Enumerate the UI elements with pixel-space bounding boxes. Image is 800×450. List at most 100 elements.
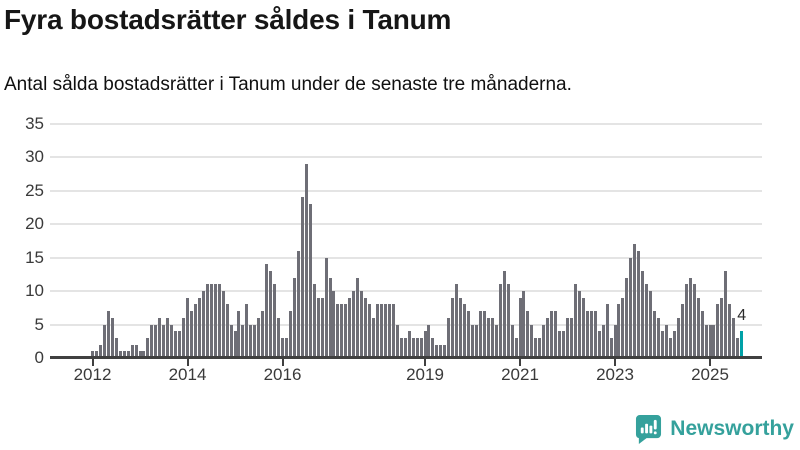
bar <box>700 311 704 358</box>
bar <box>664 324 668 358</box>
bar <box>601 324 605 358</box>
gridline <box>50 122 762 125</box>
bar <box>134 344 138 358</box>
highlight-bar <box>740 331 744 358</box>
bar <box>688 277 692 358</box>
bar <box>435 344 439 358</box>
bar <box>585 311 589 358</box>
y-axis-label: 35 <box>25 113 44 133</box>
x-axis-label: 2016 <box>263 365 302 384</box>
bar <box>308 203 312 358</box>
bar <box>478 311 482 358</box>
bar <box>209 284 213 358</box>
bar <box>368 304 372 358</box>
bar <box>494 324 498 358</box>
bar <box>447 317 451 358</box>
gridline <box>50 323 762 326</box>
bar <box>288 311 292 358</box>
newsworthy-bubble-icon <box>635 414 662 444</box>
bar <box>316 297 320 358</box>
bar <box>573 284 577 358</box>
bar <box>150 324 154 358</box>
x-axis-tick <box>424 356 426 366</box>
bar <box>629 257 633 358</box>
bar <box>605 304 609 358</box>
bar <box>324 257 328 358</box>
bar <box>724 270 728 358</box>
bar <box>170 324 174 358</box>
bar <box>178 331 182 358</box>
bar <box>550 311 554 358</box>
bar <box>443 344 447 358</box>
bar <box>431 337 435 358</box>
bar <box>566 317 569 358</box>
bar <box>455 284 459 358</box>
bar <box>514 337 518 358</box>
bar <box>589 311 593 358</box>
bar <box>225 304 229 358</box>
y-axis-label: 30 <box>25 147 44 166</box>
bar <box>197 297 201 358</box>
x-axis-tick <box>281 356 284 366</box>
newsworthy-logo: Newsworthy <box>635 412 794 446</box>
bar <box>387 304 391 358</box>
bar <box>320 297 324 358</box>
bar <box>193 304 197 358</box>
bar <box>253 324 257 358</box>
bar <box>395 324 399 358</box>
bar <box>281 337 284 358</box>
bar <box>391 304 395 358</box>
bar <box>467 311 471 358</box>
bar <box>245 304 249 358</box>
page-title: Fyra bostadsrätter såldes i Tanum <box>4 4 452 35</box>
bar <box>672 331 676 358</box>
bar <box>205 284 209 358</box>
bar <box>637 250 641 358</box>
bar <box>383 304 387 358</box>
bar <box>708 324 712 358</box>
bar <box>518 297 522 358</box>
bar <box>217 284 221 358</box>
bar <box>451 297 455 358</box>
bar <box>229 324 233 358</box>
bar <box>676 317 680 358</box>
bar <box>273 284 277 358</box>
bar <box>376 304 379 358</box>
y-axis-label: 0 <box>34 348 44 367</box>
bar <box>213 284 217 358</box>
bar <box>633 244 637 358</box>
bar <box>423 331 427 358</box>
bar <box>257 317 261 358</box>
gridline <box>50 290 762 292</box>
bar <box>340 304 344 358</box>
bar <box>352 291 356 358</box>
gridline <box>50 189 762 192</box>
x-axis-line <box>50 356 762 359</box>
bar <box>562 331 566 358</box>
bar <box>332 291 336 358</box>
bar <box>122 351 126 358</box>
x-axis-tick <box>519 356 521 366</box>
x-axis-label: 2025 <box>691 365 729 384</box>
bar <box>696 297 700 358</box>
chart-subtitle: Antal sålda bostadsrätter i Tanum under … <box>4 74 572 95</box>
bar <box>471 324 474 358</box>
bar <box>399 337 403 358</box>
bar <box>704 324 708 358</box>
bar <box>474 324 478 358</box>
bar <box>581 297 585 358</box>
bar <box>186 297 189 358</box>
bar <box>680 304 684 358</box>
bar <box>221 291 225 358</box>
bar <box>526 311 530 358</box>
x-axis-label: 2023 <box>596 365 634 384</box>
bar <box>356 277 360 358</box>
bar <box>617 304 621 358</box>
bar <box>261 311 265 358</box>
bar <box>649 291 653 358</box>
x-axis-tick <box>709 356 711 366</box>
x-axis-label: 2014 <box>168 365 207 384</box>
bar <box>296 250 300 358</box>
bar <box>138 351 142 358</box>
